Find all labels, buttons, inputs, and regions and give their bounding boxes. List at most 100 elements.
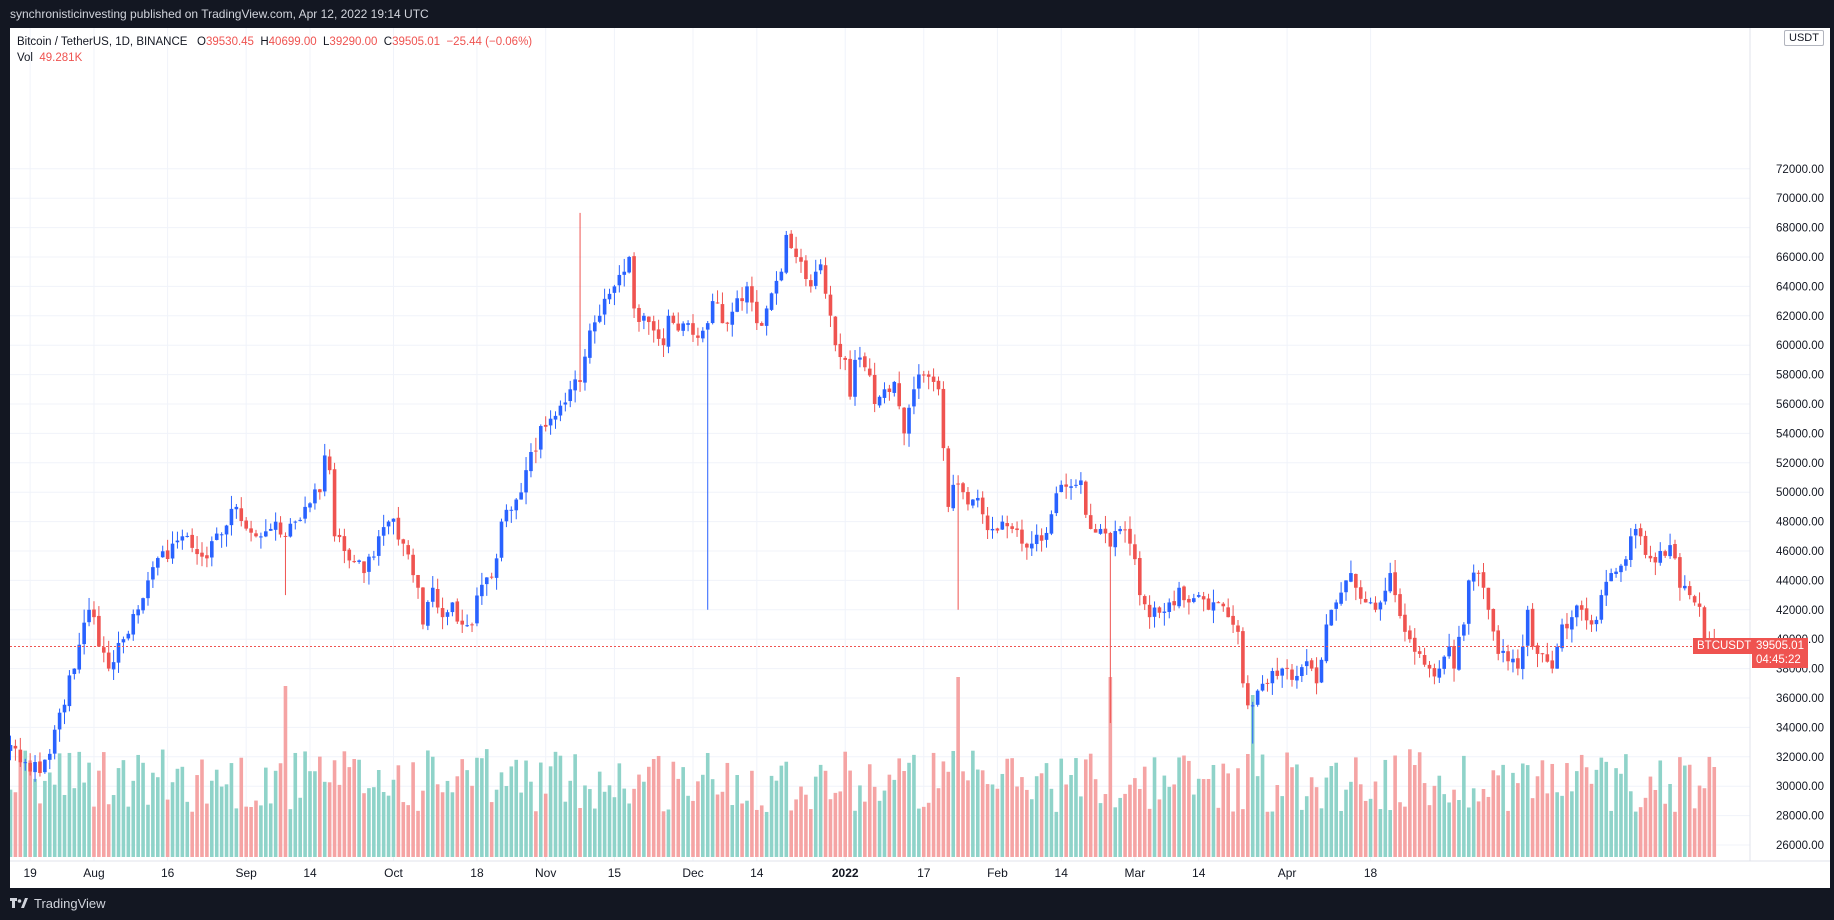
volume-bar <box>1555 792 1559 857</box>
volume-bar <box>195 775 199 857</box>
candle-body <box>705 323 710 330</box>
candle-body <box>244 520 248 529</box>
x-tick-label: Aug <box>83 866 104 880</box>
candle-body <box>318 489 322 493</box>
y-tick-label: 42000.00 <box>1776 605 1824 617</box>
candle-body <box>460 620 465 625</box>
volume-bar <box>1462 755 1466 857</box>
volume-bar <box>1574 771 1579 857</box>
volume-bar <box>1560 795 1564 857</box>
volume-bar <box>980 770 985 857</box>
volume-bar <box>67 752 72 857</box>
candle-body <box>971 499 975 506</box>
candle-body <box>524 470 528 493</box>
candle-body <box>426 602 430 626</box>
candle-body <box>1629 536 1633 560</box>
tradingview-logo[interactable]: TradingView <box>10 896 106 911</box>
volume-bar <box>43 780 47 857</box>
candle-body <box>843 357 847 360</box>
candle-body <box>1673 544 1677 559</box>
candle-body <box>872 374 877 404</box>
volume-bar <box>57 753 62 857</box>
x-tick-label: 2022 <box>832 866 859 880</box>
volume-bar <box>1638 807 1643 857</box>
volume-bar <box>1015 786 1019 857</box>
x-tick-label: 19 <box>23 866 37 880</box>
legend-symbol[interactable]: Bitcoin / TetherUS, 1D, BINANCE <box>17 36 188 48</box>
candle-body <box>1074 484 1078 486</box>
volume-bar <box>205 803 209 857</box>
volume-bar <box>372 787 376 857</box>
volume-bar <box>1609 810 1613 857</box>
candle-body <box>1226 607 1230 618</box>
candle-body <box>745 286 749 303</box>
publish-line: synchronisticinvesting published on Trad… <box>10 7 429 21</box>
legend-row-volume: Vol 49.281K <box>17 50 532 66</box>
candle-body <box>1059 484 1064 493</box>
volume-bar <box>1054 811 1059 857</box>
candle-body <box>57 712 62 730</box>
volume-bar <box>1594 769 1599 857</box>
volume-bar <box>357 759 361 857</box>
volume-bar <box>779 765 784 857</box>
candle-body <box>858 357 862 360</box>
volume-bar <box>1344 789 1348 857</box>
volume-bar <box>92 806 96 857</box>
volume-bar <box>538 762 543 857</box>
candle-body <box>789 233 793 249</box>
volume-bar <box>514 759 519 857</box>
volume-bar <box>961 771 965 857</box>
volume-bar <box>686 795 690 857</box>
candle-body <box>956 483 960 485</box>
volume-bar <box>1025 789 1029 857</box>
volume-bar <box>254 800 258 857</box>
candle-body <box>750 286 754 303</box>
candle-body <box>229 508 234 526</box>
volume-bar <box>1525 765 1530 857</box>
volume-bar <box>1079 796 1083 857</box>
chart-area[interactable]: 26000.00 28000.00 30000.00 32000.00 34000.00… <box>10 28 1830 888</box>
volume-bar <box>156 777 160 857</box>
candle-body <box>131 614 136 635</box>
candle-body <box>1604 581 1609 596</box>
candle-body <box>175 540 180 543</box>
candle-body <box>784 234 789 273</box>
legend-vol-label[interactable]: Vol <box>17 52 33 64</box>
candle-body <box>1152 607 1157 617</box>
x-tick-label: Oct <box>384 866 403 880</box>
candle-body <box>367 556 371 572</box>
candle-body <box>1653 557 1658 563</box>
candle-body <box>92 609 96 618</box>
volume-bar <box>426 750 430 857</box>
volume-bar <box>671 761 676 857</box>
candle-body <box>1368 602 1373 604</box>
volume-bar <box>1138 788 1142 857</box>
candle-body <box>1668 545 1672 557</box>
y-tick-label: 58000.00 <box>1776 370 1824 382</box>
volume-bar <box>460 759 465 857</box>
candle-body <box>867 368 872 376</box>
candle-body <box>499 521 504 558</box>
candle-body <box>1579 605 1584 610</box>
volume-bar <box>725 762 730 857</box>
volume-bar <box>828 799 833 857</box>
candle-body <box>406 545 411 555</box>
candle-body <box>980 497 985 515</box>
candle-body <box>1432 668 1437 677</box>
volume-bar <box>897 758 902 857</box>
volume-bar <box>759 805 764 857</box>
candle-body <box>1516 658 1520 669</box>
legend-change: −25.44 (−0.06%) <box>446 36 533 48</box>
volume-bar <box>1452 789 1456 857</box>
candle-body <box>1403 614 1407 632</box>
candle-body <box>1138 558 1142 596</box>
currency-unit-button[interactable]: USDT <box>1784 30 1824 46</box>
volume-bar <box>396 765 401 857</box>
candle-body <box>1476 572 1481 574</box>
volume-bar <box>1349 781 1353 857</box>
chart-svg[interactable]: 26000.00 28000.00 30000.00 32000.00 34000.00… <box>10 28 1830 888</box>
volume-bar <box>1049 788 1054 857</box>
candle-body <box>1079 480 1083 485</box>
candle-body <box>1020 529 1024 544</box>
candle-body <box>602 298 607 315</box>
